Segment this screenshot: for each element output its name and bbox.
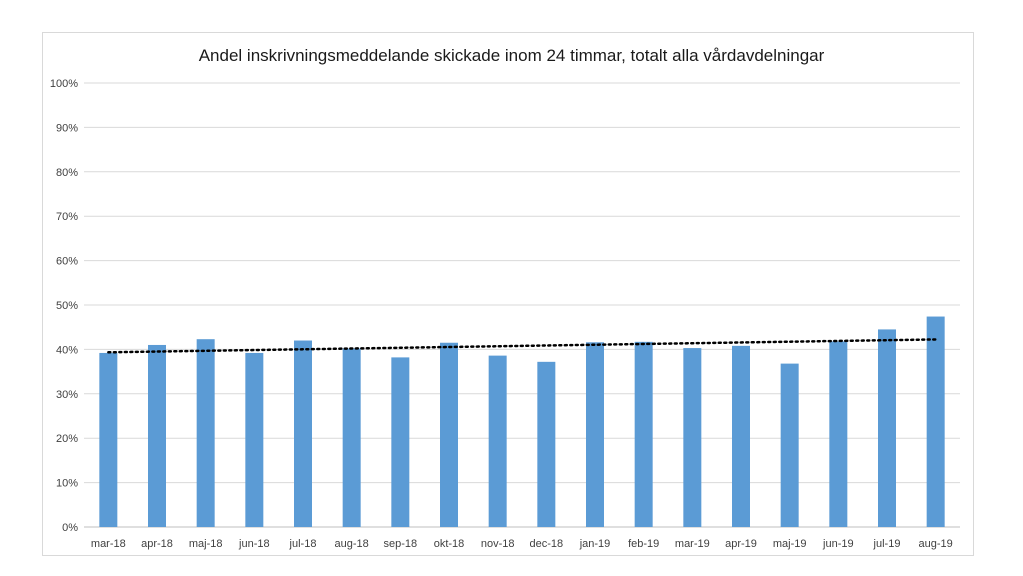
y-tick-label: 0% [62, 522, 78, 534]
bar-apr-19 [732, 345, 750, 527]
bar-jun-19 [829, 341, 848, 527]
bar-aug-19 [926, 316, 945, 527]
y-tick-label: 90% [56, 122, 78, 134]
bar-dec-18 [537, 361, 556, 527]
bar-mar-18 [99, 352, 118, 527]
x-tick-label: aug-19 [919, 538, 953, 550]
x-tick-label: apr-18 [141, 538, 173, 550]
x-tick-label: nov-18 [481, 538, 515, 550]
bar-jul-19 [878, 329, 896, 527]
x-tick-label: dec-18 [530, 538, 564, 550]
y-tick-label: 60% [56, 256, 78, 268]
x-tick-label: jul-19 [873, 538, 901, 550]
x-tick-label: maj-18 [189, 538, 223, 550]
bar-sep-18 [391, 357, 410, 527]
chart-title: Andel inskrivningsmeddelande skickade in… [198, 46, 825, 65]
bar-aug-18 [342, 348, 361, 527]
x-tick-label: apr-19 [725, 538, 757, 550]
y-tick-label: 50% [56, 300, 78, 312]
x-tick-label: jan-19 [579, 538, 611, 550]
y-tick-label: 70% [56, 211, 78, 223]
x-tick-label: sep-18 [384, 538, 418, 550]
x-tick-label: mar-19 [675, 538, 710, 550]
x-tick-label: feb-19 [628, 538, 659, 550]
x-tick-label: aug-18 [335, 538, 369, 550]
x-tick-label: jul-18 [289, 538, 317, 550]
x-tick-label: mar-18 [91, 538, 126, 550]
y-tick-label: 80% [56, 167, 78, 179]
bar-jul-18 [294, 340, 312, 527]
x-tick-label: jun-18 [238, 538, 270, 550]
bar-jan-19 [586, 342, 604, 527]
x-tick-label: jun-19 [822, 538, 854, 550]
bar-maj-18 [196, 339, 215, 527]
y-tick-label: 10% [56, 478, 78, 490]
bar-okt-18 [440, 342, 458, 527]
y-tick-label: 30% [56, 389, 78, 401]
y-tick-label: 20% [56, 433, 78, 445]
y-tick-label: 40% [56, 344, 78, 356]
x-tick-label: maj-19 [773, 538, 807, 550]
bar-feb-19 [634, 341, 653, 527]
bar-jun-18 [245, 352, 264, 527]
bar-apr-18 [148, 344, 166, 527]
x-tick-label: okt-18 [434, 538, 465, 550]
trendline [107, 338, 937, 354]
bar-nov-18 [488, 355, 507, 527]
bar-mar-19 [683, 348, 702, 527]
bar-maj-19 [780, 363, 799, 527]
y-tick-label: 100% [50, 78, 78, 90]
